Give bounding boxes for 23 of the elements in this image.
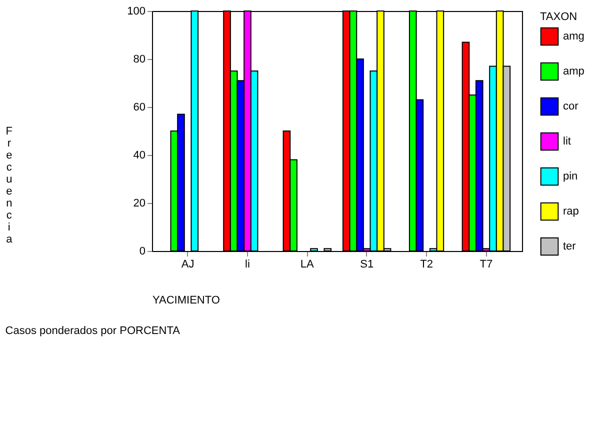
x-tick-label: T2 [420,258,433,270]
y-tick-label: 100 [127,6,146,18]
x-axis-title: YACIMIENTO [152,294,220,306]
legend-label: cor [563,100,579,112]
y-tick-label: 0 [139,246,146,258]
legend-label: ter [563,240,576,252]
x-tick-label: LA [300,258,315,270]
legend-label: rap [563,206,579,218]
legend-label: pin [563,170,578,182]
text: Frecuencia [6,126,13,246]
legend-label: lit [563,136,571,148]
x-tick-label: AJ [181,258,194,270]
legend-title: TAXON [540,11,578,23]
y-tick-label: 80 [133,54,146,66]
y-tick-label: 20 [133,198,146,210]
x-tick-label: T7 [480,258,493,270]
legend-label: amp [563,66,584,78]
legend-label: amg [563,30,584,42]
x-tick-label: S1 [360,258,374,270]
y-tick-label: 60 [133,102,146,114]
y-tick-label: 40 [133,150,146,162]
text: Casos ponderados por PORCENTA [5,325,181,337]
x-tick-label: li [245,258,250,270]
